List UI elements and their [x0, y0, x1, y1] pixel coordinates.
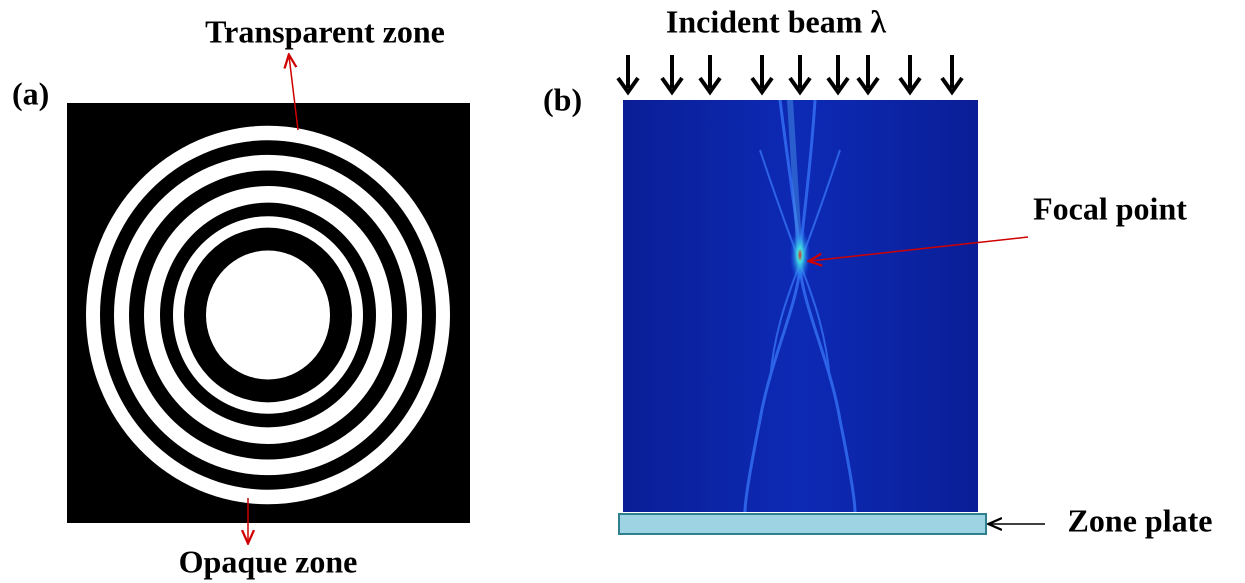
- field-map: [623, 100, 978, 512]
- panel-label: (a): [12, 75, 49, 111]
- panel-label: (b): [543, 81, 582, 117]
- focal-spot: [790, 227, 810, 283]
- ring: [206, 251, 330, 380]
- zone-plate-label: Zone plate: [1068, 502, 1213, 538]
- incident-beam-label: Incident beam λ: [666, 3, 886, 39]
- zone-rings: [86, 126, 450, 505]
- zone-plate-bar: [619, 514, 986, 534]
- opaque-zone-label: Opaque zone: [179, 543, 358, 579]
- focal-point-label: Focal point: [1033, 190, 1187, 226]
- figure: (a) Transparent zone Opaque zone (b) Inc…: [0, 0, 1245, 583]
- incident-arrows: [618, 55, 962, 92]
- transparent-zone-label: Transparent zone: [205, 13, 445, 49]
